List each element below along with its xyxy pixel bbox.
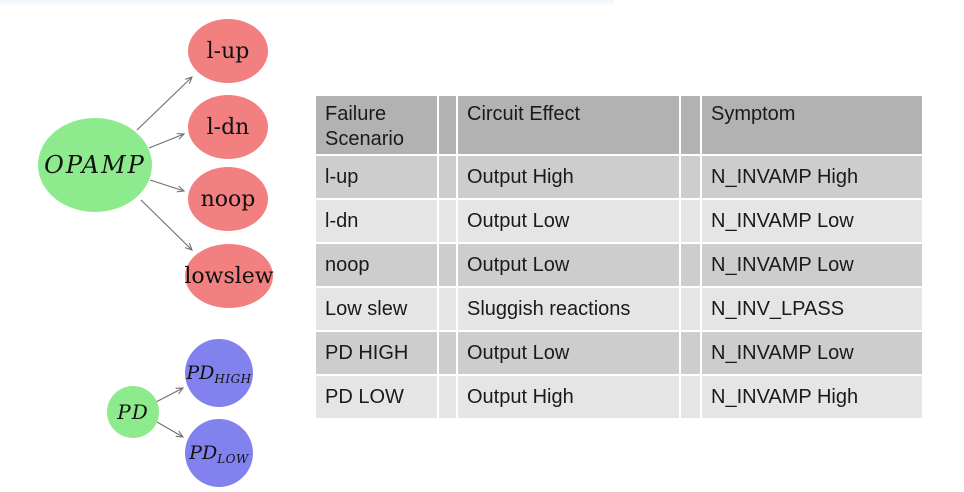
top-decorative-strip	[0, 0, 614, 4]
cell-spacer	[439, 332, 456, 374]
header-symptom: Symptom	[702, 96, 922, 154]
cell-symptom: N_INVAMP Low	[702, 332, 922, 374]
cell-scenario: l-dn	[316, 200, 437, 242]
cell-spacer	[439, 156, 456, 198]
edge-pd-pdhigh	[155, 387, 185, 403]
header-spacer-1	[439, 96, 456, 154]
pdhigh-label: PDHIGH	[185, 362, 251, 386]
cell-spacer	[439, 376, 456, 418]
noop-node	[188, 167, 268, 231]
cell-spacer	[681, 376, 700, 418]
failure-scenario-table: Failure Scenario Circuit Effect Symptom …	[314, 94, 924, 420]
edge-opamp-lowslew	[140, 199, 193, 251]
ldn-node	[188, 95, 268, 159]
lowslew-label: lowslew	[184, 264, 273, 289]
pdlow-label: PDLOW	[188, 442, 250, 466]
header-spacer-2	[681, 96, 700, 154]
edge-opamp-ldn	[148, 133, 186, 149]
opamp-node	[38, 118, 152, 212]
cell-spacer	[439, 288, 456, 330]
cell-spacer	[681, 156, 700, 198]
cell-symptom: N_INVAMP Low	[702, 200, 922, 242]
cell-effect: Output High	[458, 156, 679, 198]
cell-spacer	[681, 332, 700, 374]
table-header-row: Failure Scenario Circuit Effect Symptom	[316, 96, 922, 154]
pd-label: PD	[116, 400, 149, 424]
lup-label: l-up	[207, 39, 250, 64]
cell-scenario: PD HIGH	[316, 332, 437, 374]
table-row: l-dn Output Low N_INVAMP Low	[316, 200, 922, 242]
cell-symptom: N_INVAMP High	[702, 376, 922, 418]
edge-pd-pdlow	[156, 421, 185, 438]
table-row: PD HIGH Output Low N_INVAMP Low	[316, 332, 922, 374]
pdhigh-node	[185, 339, 253, 407]
header-circuit-effect: Circuit Effect	[458, 96, 679, 154]
table-row: PD LOW Output High N_INVAMP High	[316, 376, 922, 418]
lowslew-node	[185, 244, 273, 308]
cell-spacer	[681, 244, 700, 286]
cell-spacer	[681, 200, 700, 242]
edge-opamp-lup	[136, 76, 193, 131]
cell-effect: Output Low	[458, 200, 679, 242]
cell-spacer	[439, 244, 456, 286]
fault-tree-diagram: OPAMP l-up l-dn noop lowslew PD PDHIGH P…	[38, 19, 274, 487]
noop-label: noop	[201, 187, 256, 212]
ldn-label: l-dn	[207, 115, 250, 140]
pdlow-node	[185, 419, 253, 487]
cell-scenario: l-up	[316, 156, 437, 198]
lup-node	[188, 19, 268, 83]
cell-symptom: N_INVAMP Low	[702, 244, 922, 286]
cell-effect: Output Low	[458, 332, 679, 374]
table-row: l-up Output High N_INVAMP High	[316, 156, 922, 198]
cell-effect: Sluggish reactions	[458, 288, 679, 330]
cell-symptom: N_INVAMP High	[702, 156, 922, 198]
edge-opamp-noop	[149, 179, 186, 193]
cell-scenario: Low slew	[316, 288, 437, 330]
cell-effect: Output High	[458, 376, 679, 418]
cell-effect: Output Low	[458, 244, 679, 286]
cell-spacer	[681, 288, 700, 330]
cell-scenario: noop	[316, 244, 437, 286]
opamp-label: OPAMP	[44, 151, 146, 179]
header-failure-scenario: Failure Scenario	[316, 96, 437, 154]
table-row: Low slew Sluggish reactions N_INV_LPASS	[316, 288, 922, 330]
table-row: noop Output Low N_INVAMP Low	[316, 244, 922, 286]
pd-node	[107, 386, 159, 438]
cell-scenario: PD LOW	[316, 376, 437, 418]
cell-spacer	[439, 200, 456, 242]
cell-symptom: N_INV_LPASS	[702, 288, 922, 330]
